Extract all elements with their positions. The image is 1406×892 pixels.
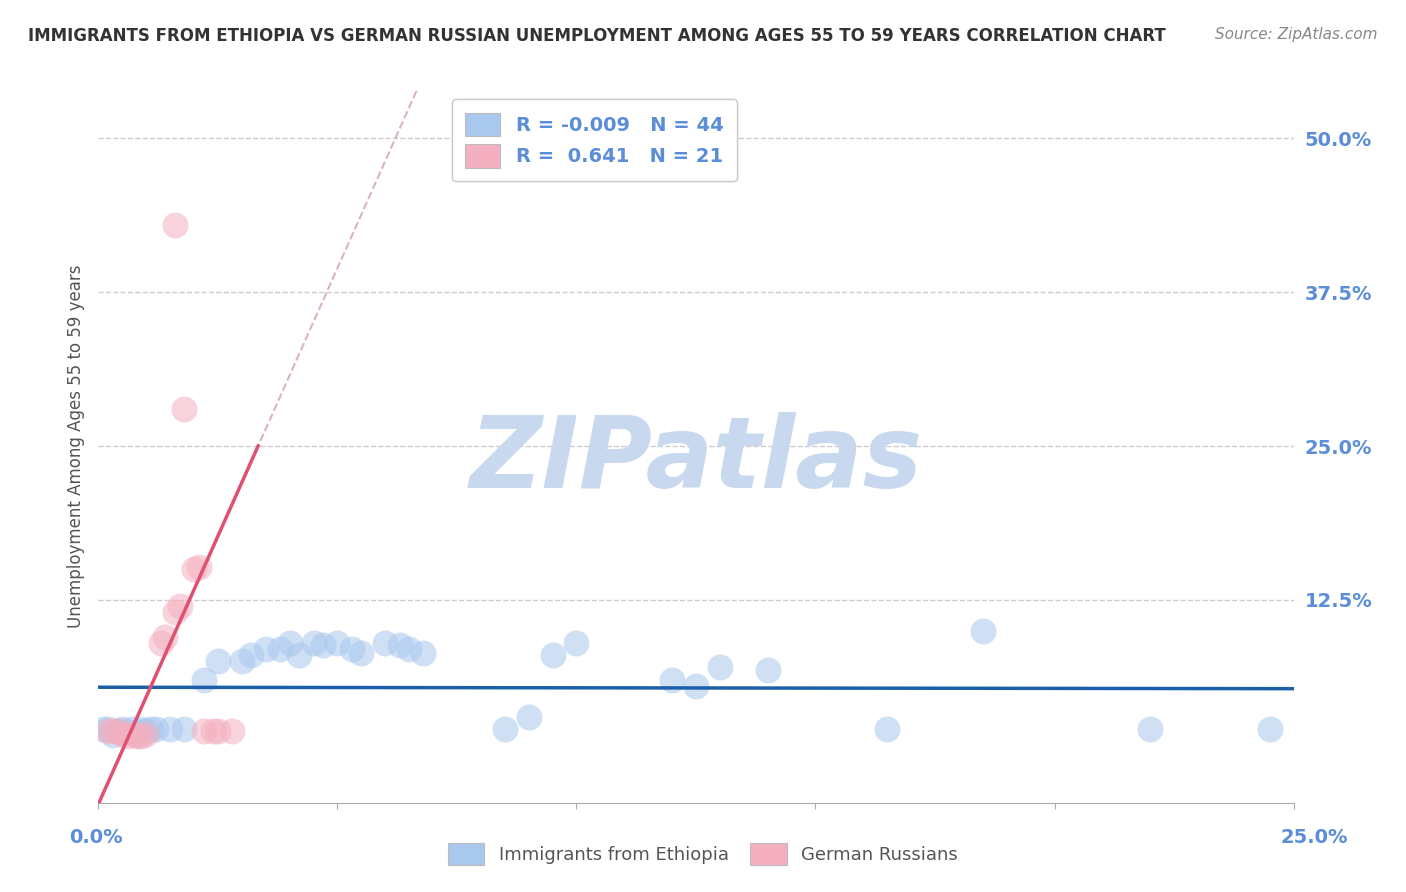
- Point: [173, 722, 195, 736]
- Point: [149, 636, 172, 650]
- Point: [1139, 722, 1161, 736]
- Point: [412, 646, 434, 660]
- Point: [121, 727, 143, 741]
- Point: [125, 730, 148, 744]
- Point: [131, 722, 153, 736]
- Point: [107, 724, 129, 739]
- Point: [97, 724, 120, 739]
- Point: [183, 562, 205, 576]
- Point: [207, 654, 229, 668]
- Point: [115, 730, 138, 744]
- Point: [541, 648, 564, 662]
- Point: [193, 673, 215, 687]
- Point: [125, 728, 148, 742]
- Point: [756, 663, 779, 677]
- Point: [159, 722, 181, 736]
- Point: [91, 722, 114, 736]
- Point: [121, 722, 143, 736]
- Point: [187, 559, 209, 574]
- Point: [101, 724, 124, 739]
- Point: [374, 636, 396, 650]
- Point: [135, 727, 157, 741]
- Point: [107, 724, 129, 739]
- Point: [340, 642, 363, 657]
- Point: [312, 638, 335, 652]
- Point: [193, 724, 215, 739]
- Point: [326, 636, 349, 650]
- Point: [139, 722, 162, 736]
- Point: [115, 724, 138, 739]
- Point: [173, 402, 195, 417]
- Text: ZIPatlas: ZIPatlas: [470, 412, 922, 508]
- Point: [494, 722, 516, 736]
- Text: Source: ZipAtlas.com: Source: ZipAtlas.com: [1215, 27, 1378, 42]
- Point: [221, 724, 243, 739]
- Legend: R = -0.009   N = 44, R =  0.641   N = 21: R = -0.009 N = 44, R = 0.641 N = 21: [451, 99, 737, 181]
- Text: IMMIGRANTS FROM ETHIOPIA VS GERMAN RUSSIAN UNEMPLOYMENT AMONG AGES 55 TO 59 YEAR: IMMIGRANTS FROM ETHIOPIA VS GERMAN RUSSI…: [28, 27, 1166, 45]
- Point: [202, 724, 225, 739]
- Point: [145, 722, 167, 736]
- Point: [288, 648, 311, 662]
- Point: [398, 642, 420, 657]
- Point: [661, 673, 683, 687]
- Point: [388, 638, 411, 652]
- Point: [972, 624, 994, 638]
- Point: [111, 722, 134, 736]
- Point: [155, 630, 177, 644]
- Point: [231, 654, 253, 668]
- Text: 0.0%: 0.0%: [69, 828, 122, 847]
- Point: [685, 679, 707, 693]
- Point: [278, 636, 301, 650]
- Point: [876, 722, 898, 736]
- Point: [269, 642, 291, 657]
- Point: [517, 709, 540, 723]
- Point: [302, 636, 325, 650]
- Point: [565, 636, 588, 650]
- Point: [101, 728, 124, 742]
- Point: [163, 218, 186, 232]
- Point: [350, 646, 373, 660]
- Point: [131, 730, 153, 744]
- Legend: Immigrants from Ethiopia, German Russians: Immigrants from Ethiopia, German Russian…: [439, 834, 967, 874]
- Point: [169, 599, 191, 613]
- Point: [111, 727, 134, 741]
- Point: [135, 724, 157, 739]
- Point: [709, 660, 731, 674]
- Point: [207, 724, 229, 739]
- Point: [240, 648, 263, 662]
- Y-axis label: Unemployment Among Ages 55 to 59 years: Unemployment Among Ages 55 to 59 years: [66, 264, 84, 628]
- Point: [97, 722, 120, 736]
- Text: 25.0%: 25.0%: [1281, 828, 1348, 847]
- Point: [1258, 722, 1281, 736]
- Point: [163, 605, 186, 619]
- Point: [254, 642, 277, 657]
